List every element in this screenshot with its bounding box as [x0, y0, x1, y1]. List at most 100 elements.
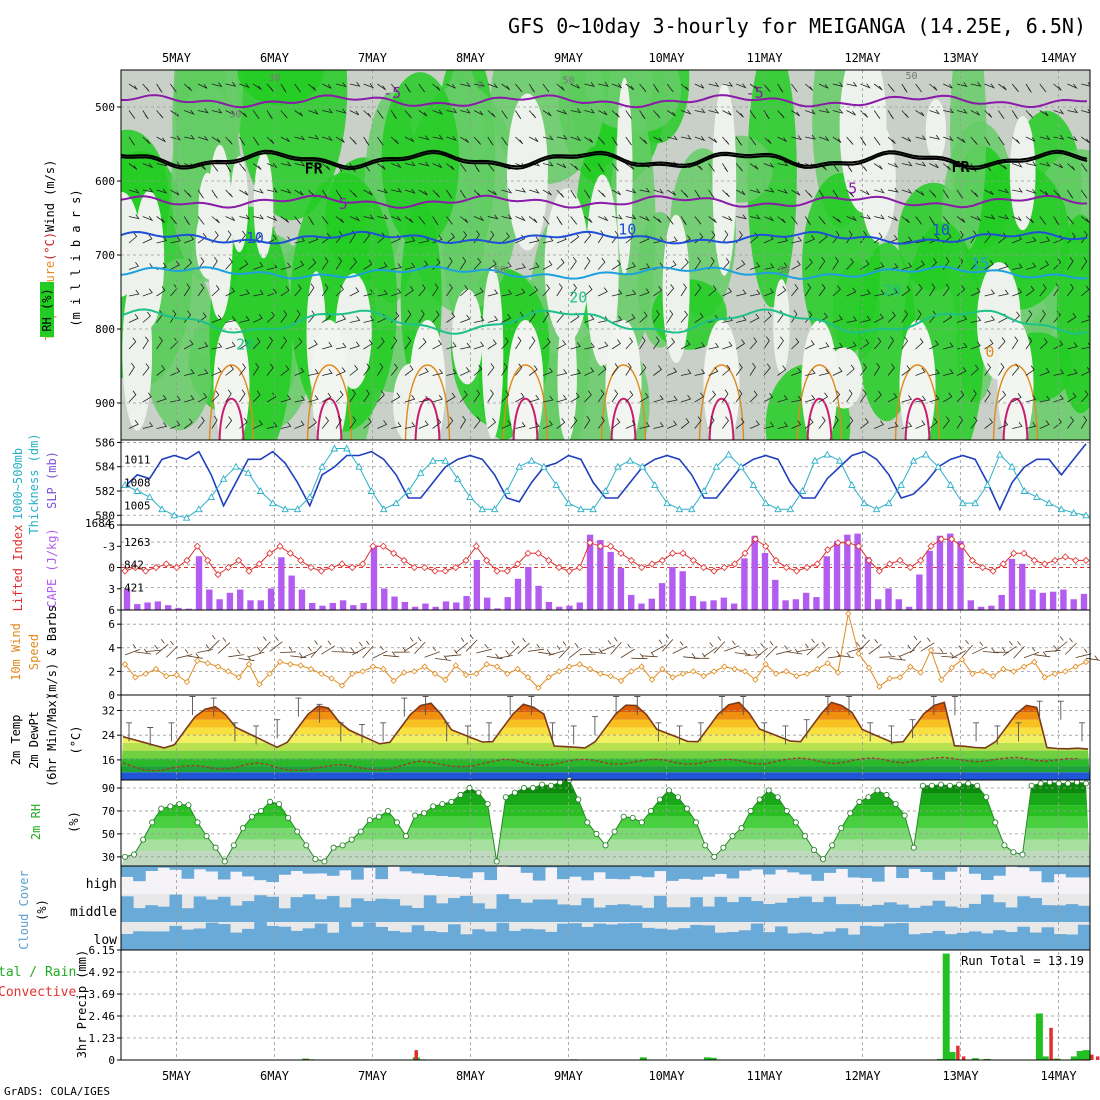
cape-bar [607, 551, 614, 610]
thickness-point [1020, 487, 1029, 494]
cloud-cell [714, 866, 728, 874]
cloud-cell [1029, 898, 1043, 922]
wind-barb [197, 416, 205, 429]
cloud-cell [448, 866, 461, 877]
slp-ylabel-part: SLP (mb) [45, 451, 59, 509]
wind-barb [736, 315, 747, 323]
wind-barb [225, 189, 233, 198]
wind-barb [597, 163, 604, 173]
rh-fill [121, 780, 1090, 866]
wind-barb [473, 416, 481, 429]
wind-ylabel-2-part: Speed [27, 634, 41, 670]
cloud-cell [750, 901, 764, 922]
wind-barb [308, 109, 319, 115]
wind-barb [1080, 136, 1090, 144]
li-point [917, 556, 925, 564]
wind-barb-10m [961, 639, 973, 658]
wind-barb [349, 389, 356, 403]
wind-barb [404, 216, 414, 223]
wind-barb [846, 341, 857, 350]
precip-legend-total: tal / Rain [0, 965, 76, 980]
wind-barb [901, 310, 909, 323]
wind-barb [597, 189, 606, 198]
rh-point [167, 803, 174, 810]
temp-max-bar [655, 722, 662, 742]
wind-barb [680, 310, 689, 323]
wind-barb [556, 134, 568, 140]
wind-barb [390, 336, 398, 350]
wind-barb [777, 336, 784, 350]
cloud-cell [411, 925, 425, 950]
wind-barb [804, 83, 814, 91]
wind-barb [984, 83, 996, 89]
wind-barb [225, 230, 232, 244]
wind-barb [542, 110, 552, 117]
wind-barb [1080, 256, 1088, 270]
li-point [855, 542, 863, 550]
wind-barb [708, 163, 715, 172]
cloud-cell [641, 866, 655, 878]
cape-bar [864, 557, 872, 610]
wind-speed-point [783, 668, 790, 675]
wind-barb [377, 262, 388, 270]
wind-barb [404, 136, 415, 143]
cloud-cell [121, 896, 134, 922]
wind-barb [142, 163, 154, 169]
wind-barb [1067, 256, 1074, 270]
wind-barb [625, 188, 637, 194]
wind-barb [1039, 135, 1051, 141]
cloud-cell [230, 866, 243, 872]
cloud-cell [605, 924, 619, 950]
wind-speed-point [421, 663, 428, 670]
cape-bar [833, 541, 841, 610]
wind-barb [1053, 394, 1064, 403]
wind-barb-10m [372, 645, 388, 659]
wind-barb-10m [589, 648, 606, 654]
cape-bar [288, 575, 295, 610]
thickness-point [601, 487, 610, 494]
wind-barb [156, 216, 165, 223]
li-point [152, 563, 160, 572]
rh-point [421, 810, 428, 817]
cloud-cell [351, 898, 364, 922]
cloud-cell [169, 866, 183, 870]
temp-max-bar [994, 725, 1001, 745]
cloud-cell [484, 908, 497, 922]
li-point [545, 556, 553, 564]
contour-label-11: 20 [883, 282, 901, 300]
date-label-bottom-2: 7MAY [358, 1069, 388, 1083]
wind-barb [335, 390, 344, 403]
upper-ylabel-mb: (m i l l i b a r s) [69, 189, 83, 326]
wind-barb [763, 187, 775, 193]
contour-label-19: 0 [477, 80, 483, 91]
wind-barb-10m [155, 638, 169, 655]
thickness-point [626, 456, 634, 464]
wind-barb [363, 110, 372, 118]
rh-point [194, 819, 201, 826]
rh-point [511, 789, 518, 796]
wind-barb [832, 230, 840, 244]
thickness-point [737, 462, 745, 470]
rh-dry-blob [712, 82, 737, 276]
wind-barb [308, 189, 316, 198]
wind-barb [280, 188, 292, 194]
wind-speed-point [173, 671, 180, 679]
thickness-point [170, 511, 179, 519]
cloud-cell [605, 866, 619, 879]
wind-speed-point [504, 670, 511, 677]
wind-barb [501, 289, 513, 297]
temp-max-bar [740, 696, 747, 716]
cape-bar [319, 605, 326, 610]
wind-barb [818, 83, 829, 89]
cape-bar [123, 589, 131, 610]
wind-barb [942, 163, 952, 171]
wind-barb [970, 341, 981, 350]
temp-max-bar [189, 696, 196, 716]
wind-barb [556, 216, 563, 226]
rh-point [937, 781, 944, 788]
wind-barb [584, 285, 593, 297]
precip-conv-bar [956, 1045, 960, 1060]
wind-barb-10m [1065, 637, 1077, 655]
wind-barb [777, 285, 787, 297]
rh-point [593, 830, 600, 837]
